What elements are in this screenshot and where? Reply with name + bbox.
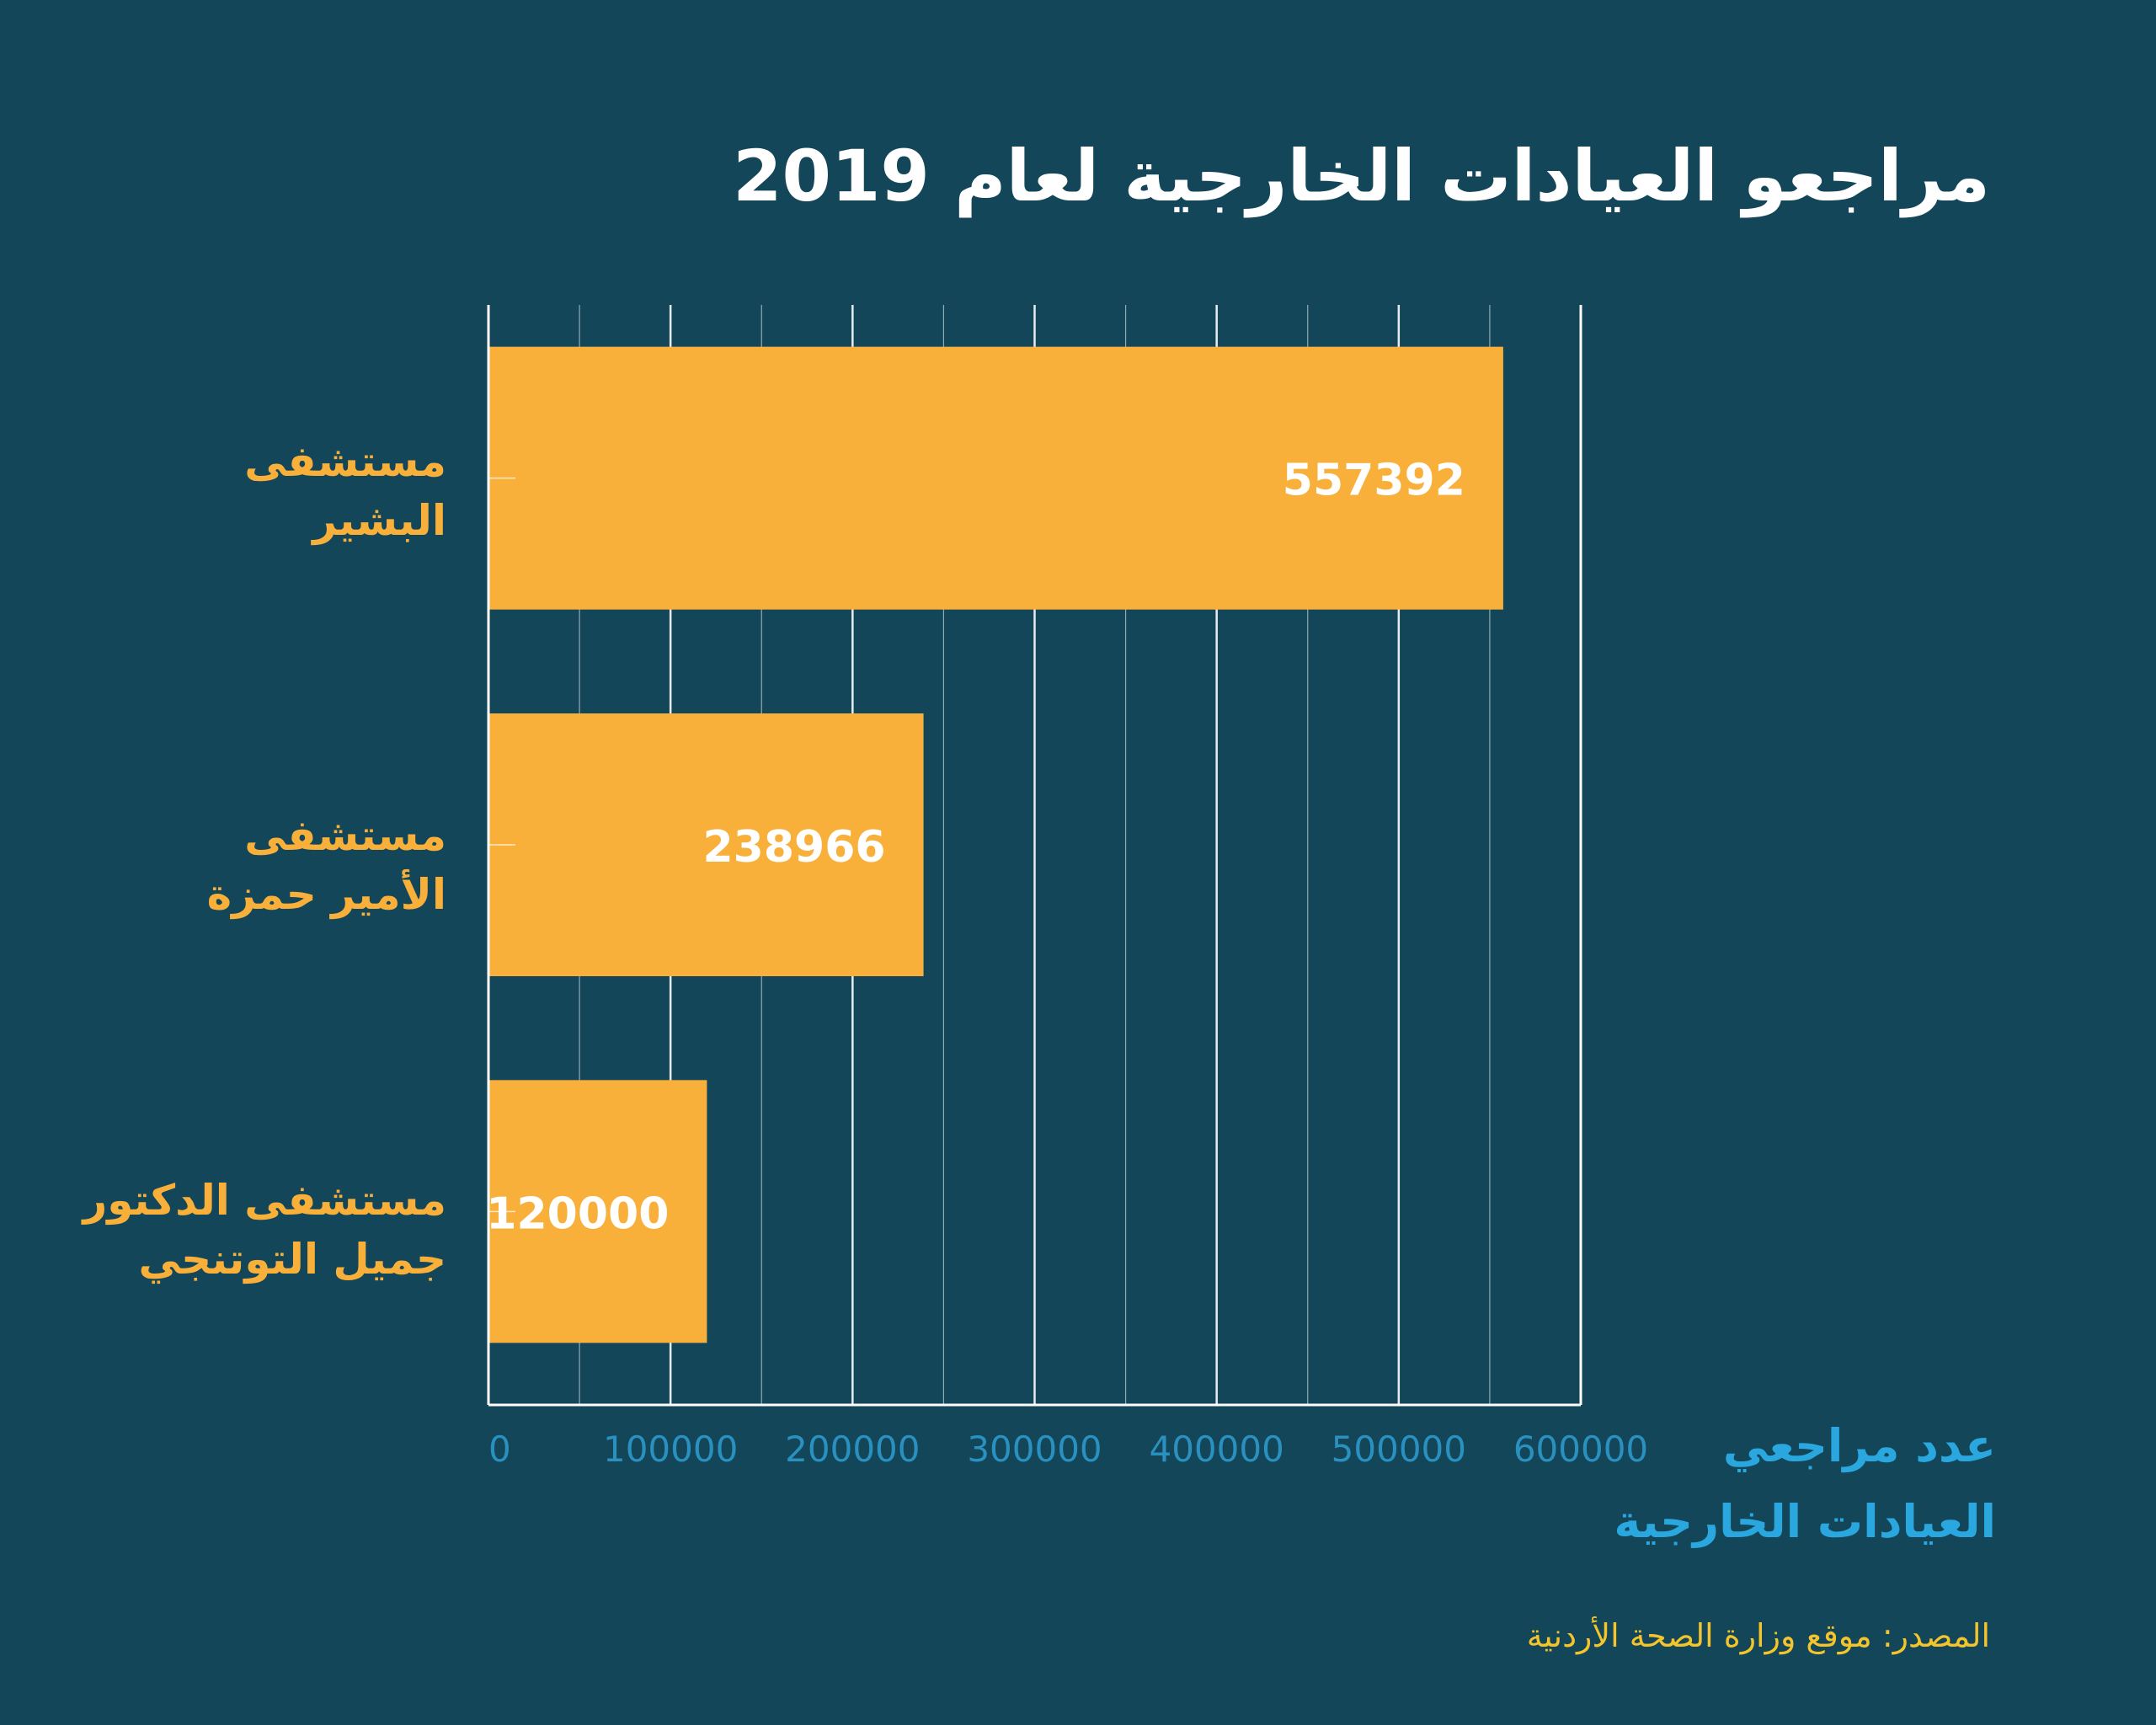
- category-label-line: مستشفى: [244, 811, 446, 860]
- chart-title: مراجعو العيادات الخارجية لعام 2019: [733, 135, 1990, 217]
- category-label-totanji: مستشفى الدكتور جميل التوتنجي: [25, 1171, 446, 1289]
- x-tick-label: 500000: [1331, 1429, 1466, 1470]
- x-axis-title-line: عدد مراجعي: [1722, 1419, 1996, 1472]
- category-label-bashir: مستشفى البشير: [25, 432, 446, 550]
- x-tick-label: 600000: [1513, 1429, 1648, 1470]
- x-tick-label: 0: [488, 1429, 511, 1470]
- x-tick-label: 200000: [785, 1429, 920, 1470]
- x-tick-label: 100000: [603, 1429, 738, 1470]
- value-label: 238966: [702, 822, 885, 873]
- x-tick-label: 300000: [967, 1429, 1102, 1470]
- bar: [488, 713, 924, 976]
- category-label-line: جميل التوتنجي: [138, 1235, 446, 1284]
- category-label-prince-hamzah: مستشفى الأمير حمزة: [25, 806, 446, 924]
- category-label-line: مستشفى الدكتور: [83, 1176, 446, 1225]
- category-label-line: مستشفى: [244, 437, 446, 486]
- x-axis-title-line: العيادات الخارجية: [1614, 1495, 1996, 1548]
- source-note: المصدر: موقع وزارة الصحة الأردنية: [1526, 1617, 1990, 1654]
- value-label: 557392: [1283, 456, 1465, 506]
- x-axis-title: عدد مراجعي العيادات الخارجية: [1614, 1408, 1996, 1560]
- bar: [488, 346, 1503, 610]
- value-label: 120000: [486, 1188, 669, 1239]
- category-label-line: البشير: [312, 496, 446, 545]
- x-tick-label: 400000: [1149, 1429, 1283, 1470]
- bar: [488, 1080, 707, 1343]
- category-label-line: الأمير حمزة: [206, 870, 446, 919]
